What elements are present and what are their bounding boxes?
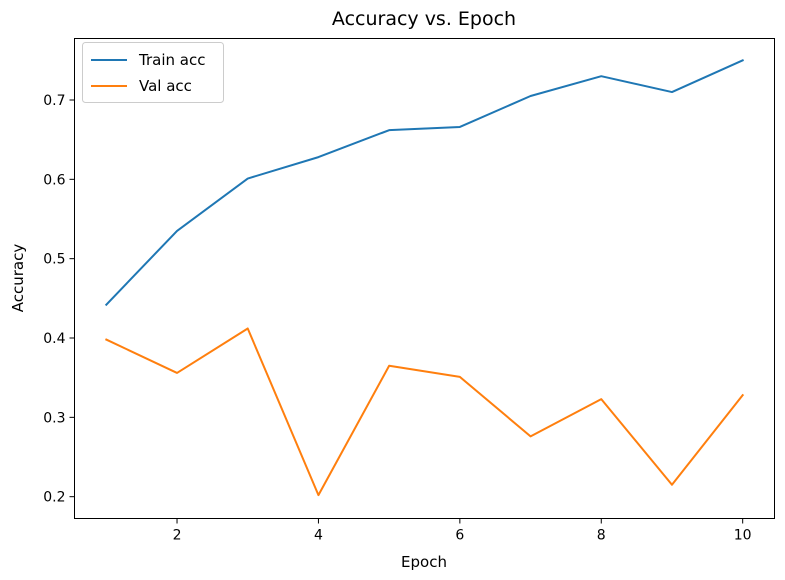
series-line-val-acc — [104, 327, 745, 497]
y-tick-label: 0.6 — [43, 172, 65, 188]
y-tick-label: 0.3 — [43, 410, 65, 426]
legend-label-train-acc: Train acc — [138, 51, 205, 69]
x-tick-label: 10 — [734, 528, 752, 544]
y-axis-label: Accuracy — [9, 244, 27, 313]
chart-title: Accuracy vs. Epoch — [332, 8, 516, 30]
plot-frame — [74, 38, 775, 519]
x-axis-label: Epoch — [401, 553, 447, 571]
x-tick-label: 4 — [314, 528, 323, 544]
y-tick-label: 0.2 — [43, 490, 65, 506]
legend-label-val-acc: Val acc — [139, 77, 192, 95]
y-tick-label: 0.4 — [43, 331, 65, 347]
x-tick-label: 8 — [597, 528, 606, 544]
legend-box — [82, 42, 224, 103]
x-tick-label: 6 — [455, 528, 464, 544]
legend: Train acc Val acc — [82, 42, 224, 103]
plot-area — [104, 58, 745, 497]
y-tick-label: 0.5 — [43, 252, 65, 268]
y-tick-label: 0.7 — [43, 93, 65, 109]
x-tick-label: 2 — [173, 528, 182, 544]
series-line-train-acc — [104, 58, 745, 307]
